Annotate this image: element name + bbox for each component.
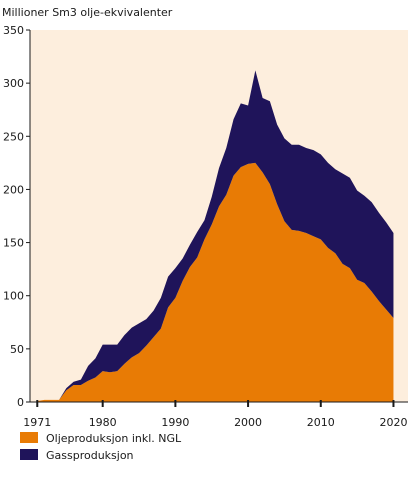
axes: 0 50 100 150 200 250 300 350 1971 1980 1990 2000 201… [3, 24, 408, 429]
y-tick-label: 200 [3, 183, 24, 196]
y-tick-label: 150 [3, 237, 24, 250]
area-series [37, 70, 394, 402]
y-tick-label: 250 [3, 130, 24, 143]
y-tick-label: 350 [3, 24, 24, 37]
area-oil [37, 162, 394, 402]
y-tick-label: 300 [3, 77, 24, 90]
y-tick-label: 100 [3, 290, 24, 303]
x-tick-label: 1990 [161, 416, 189, 429]
x-tick-label: 2010 [307, 416, 335, 429]
legend-label-gas: Gassproduksjon [46, 449, 134, 462]
legend: Oljeproduksjon inkl. NGL Gassproduksjon [20, 432, 182, 462]
y-tick-label: 50 [10, 343, 24, 356]
x-tick-label: 1971 [23, 416, 51, 429]
legend-swatch-gas [20, 449, 38, 460]
y-tick-label: 0 [17, 396, 24, 409]
x-tick-label: 1980 [89, 416, 117, 429]
x-tick-label: 2000 [234, 416, 262, 429]
legend-label-oil: Oljeproduksjon inkl. NGL [46, 432, 182, 445]
x-tick-label: 2020 [379, 416, 407, 429]
legend-swatch-oil [20, 432, 38, 443]
y-axis-label: Millioner Sm3 olje-ekvivalenter [2, 6, 173, 19]
area-gas [37, 70, 394, 401]
